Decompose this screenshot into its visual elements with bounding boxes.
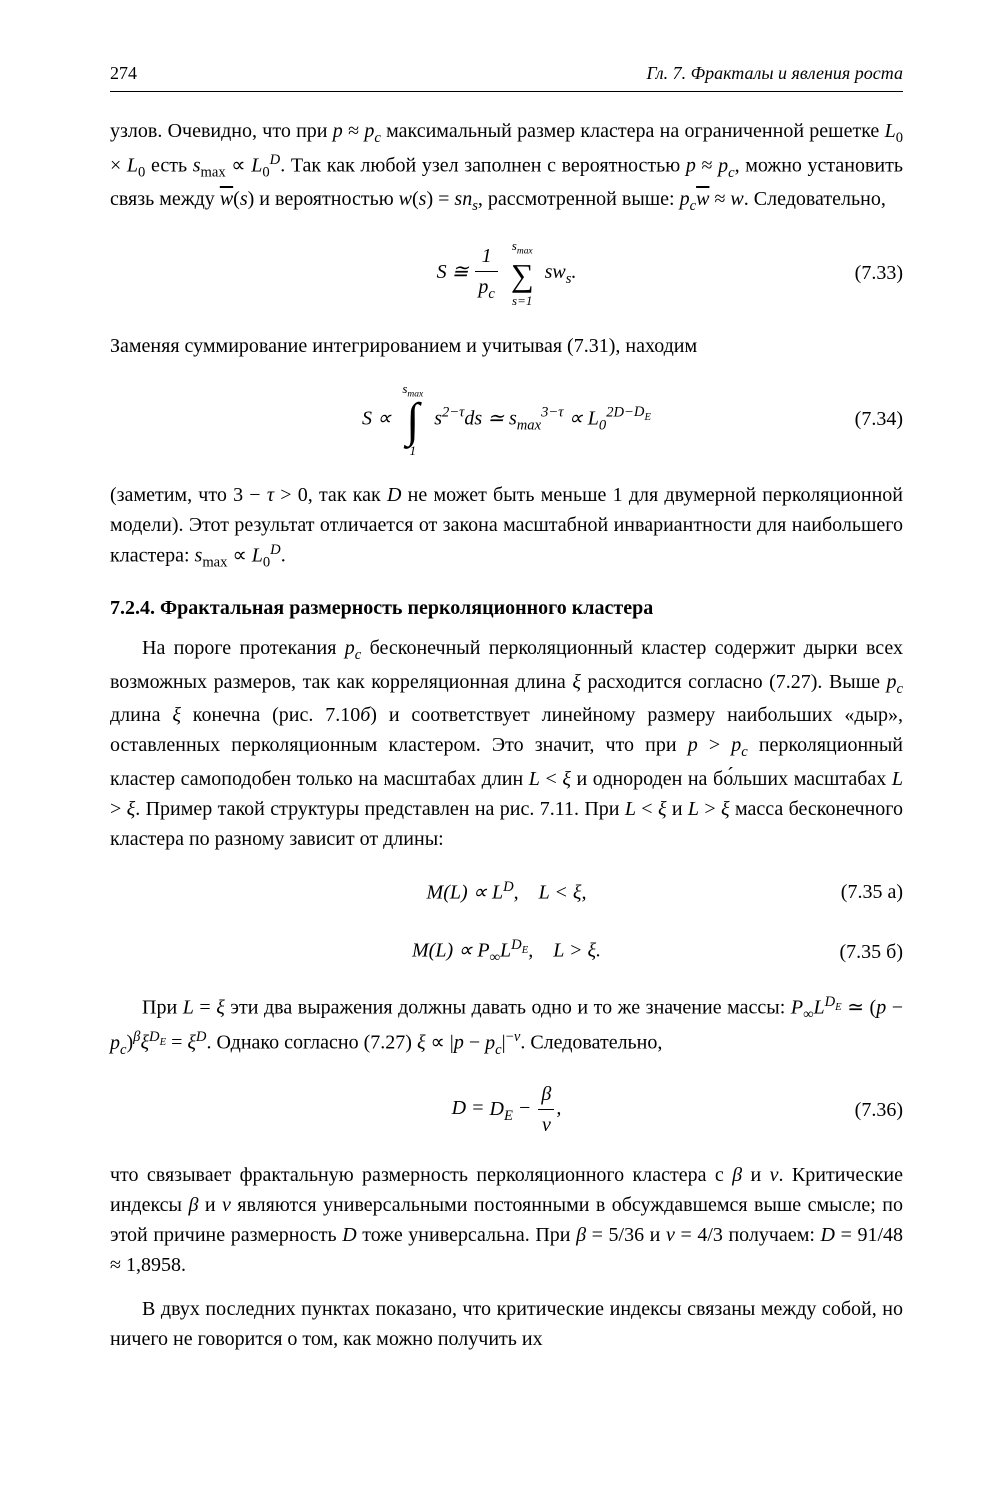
equation-number-7-35b: (7.35 б) [840, 937, 904, 967]
section-heading-7-2-4: 7.2.4. Фрактальная размерность перколяци… [110, 593, 903, 623]
equation-7-36: D = DE − βν, (7.36) [110, 1079, 903, 1140]
paragraph-4: На пороге протекания pc бесконечный перк… [110, 633, 903, 855]
equation-7-36-content: D = DE − βν, [452, 1079, 562, 1140]
equation-number-7-36: (7.36) [855, 1095, 903, 1125]
page-number: 274 [110, 60, 137, 87]
equation-7-35a: M(L) ∝ LD, L < ξ, (7.35 а) [110, 872, 903, 912]
paragraph-7: В двух последних пунктах показано, что к… [110, 1294, 903, 1354]
equation-7-35b: M(L) ∝ P∞LDE, L > ξ. (7.35 б) [110, 932, 903, 972]
paragraph-3: (заметим, что 3 − τ > 0, так как D не мо… [110, 480, 903, 575]
page-header: 274 Гл. 7. Фракталы и явления роста [110, 60, 903, 92]
chapter-title: Гл. 7. Фракталы и явления роста [646, 60, 903, 87]
paragraph-5: При L = ξ эти два выражения должны дават… [110, 992, 903, 1061]
paragraph-1: узлов. Очевидно, что при p ≈ pc максимал… [110, 116, 903, 218]
equation-7-35a-content: M(L) ∝ LD, L < ξ, [427, 877, 587, 908]
book-page: 274 Гл. 7. Фракталы и явления роста узло… [0, 0, 993, 1438]
equation-7-34-content: S ∝ smax∫1 s2−τds ≃ smax3−τ ∝ L02D−DE [362, 379, 651, 461]
equation-7-33: S ≅ 1pc smax∑s=1 sws. (7.33) [110, 236, 903, 310]
equation-number-7-35a: (7.35 а) [841, 877, 903, 907]
paragraph-2: Заменяя суммирование интегрированием и у… [110, 331, 903, 361]
equation-number-7-34: (7.34) [855, 404, 903, 434]
equation-number-7-33: (7.33) [855, 258, 903, 288]
paragraph-6: что связывает фрактальную размерность пе… [110, 1160, 903, 1280]
equation-7-34: S ∝ smax∫1 s2−τds ≃ smax3−τ ∝ L02D−DE (7… [110, 379, 903, 461]
equation-7-35b-content: M(L) ∝ P∞LDE, L > ξ. [412, 935, 601, 970]
equation-7-33-content: S ≅ 1pc smax∑s=1 sws. [437, 236, 577, 310]
